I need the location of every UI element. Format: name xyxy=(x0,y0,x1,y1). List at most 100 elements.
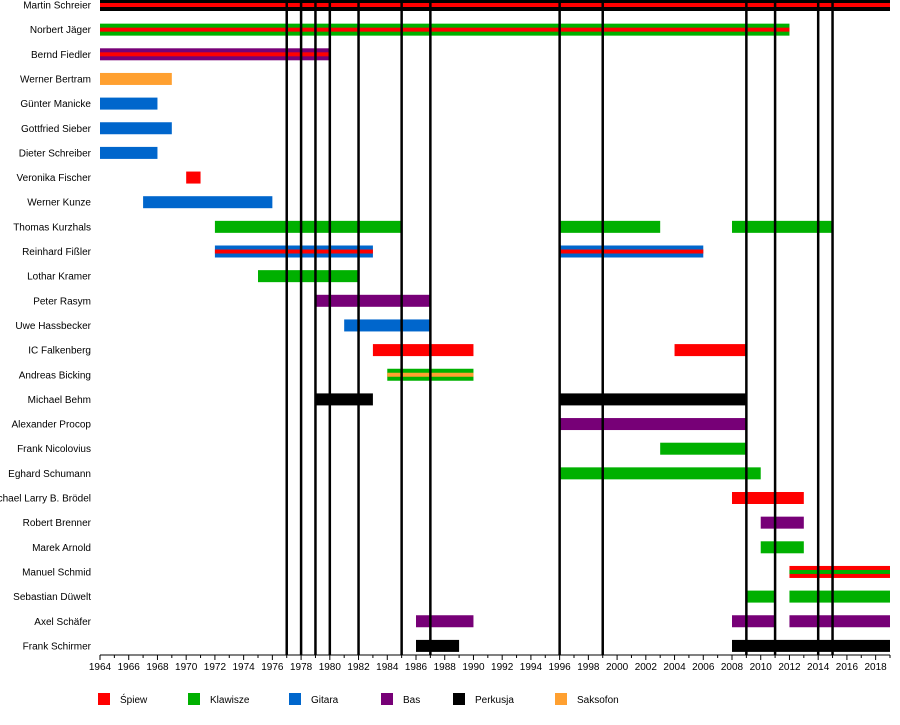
x-tick-label: 1982 xyxy=(347,662,370,673)
membership-bar xyxy=(660,442,747,455)
x-tick-label: 1992 xyxy=(491,662,514,673)
x-tick-label: 2018 xyxy=(865,662,888,673)
membership-bar xyxy=(789,590,890,603)
x-tick-label: 1984 xyxy=(376,662,399,673)
membership-bar-stripe xyxy=(559,249,704,254)
membership-bar xyxy=(100,146,158,159)
x-tick-label: 1974 xyxy=(233,662,256,673)
member-label: Michael Behm xyxy=(28,395,91,406)
membership-bar xyxy=(344,319,431,332)
member-labels: Martin Schreier Norbert Jäger Bernd Fiedle… xyxy=(0,1,92,653)
membership-bar-stripe xyxy=(100,52,330,57)
x-tick-label: 2010 xyxy=(750,662,773,673)
legend-swatch-bas xyxy=(381,693,393,705)
member-label: Gottfried Sieber xyxy=(21,124,92,135)
x-tick-label: 1978 xyxy=(290,662,313,673)
membership-bar xyxy=(372,344,474,357)
legend-label-klawisze: Klawisze xyxy=(210,695,250,706)
x-tick-label: 1998 xyxy=(577,662,600,673)
member-label: Norbert Jäger xyxy=(30,25,92,36)
member-label: Michael Larry B. Brödel xyxy=(0,494,91,505)
x-axis: 1964 1966 1968 1970 1972 1974 1976 1978 1980 1982… xyxy=(89,654,891,673)
member-label: Reinhard Fißler xyxy=(22,247,92,258)
membership-bar xyxy=(416,639,460,652)
member-label: IC Falkenberg xyxy=(28,346,91,357)
member-label: Werner Bertram xyxy=(20,74,91,85)
member-label: Sebastian Düwelt xyxy=(13,592,91,603)
member-label: Dieter Schreiber xyxy=(19,148,92,159)
x-tick-label: 2012 xyxy=(778,662,801,673)
membership-bar xyxy=(559,418,747,431)
x-tick-label: 1994 xyxy=(520,662,543,673)
x-tick-label: 1972 xyxy=(204,662,227,673)
x-tick-label: 2004 xyxy=(663,662,686,673)
x-tick-label: 2002 xyxy=(635,662,658,673)
x-tick-label: 1980 xyxy=(319,662,342,673)
member-label: Günter Manicke xyxy=(20,99,91,110)
membership-bar xyxy=(416,615,474,628)
membership-bar xyxy=(746,590,776,603)
x-tick-label: 2014 xyxy=(807,662,830,673)
legend-label-saksofon: Saksofon xyxy=(577,695,619,706)
x-tick-label: 1968 xyxy=(146,662,169,673)
member-label: Marek Arnold xyxy=(32,543,91,554)
x-tick-label: 1976 xyxy=(261,662,284,673)
membership-bar xyxy=(559,467,761,480)
membership-bar xyxy=(789,615,890,628)
legend-swatch-saksofon xyxy=(555,693,567,705)
member-label: Frank Nicolovius xyxy=(17,444,91,455)
member-label: Martin Schreier xyxy=(23,1,91,12)
legend-label-bas: Bas xyxy=(403,695,420,706)
legend-swatch-klawisze xyxy=(188,693,200,705)
x-tick-label: 1964 xyxy=(89,662,112,673)
x-tick-label: 1990 xyxy=(462,662,485,673)
x-tick-label: 2016 xyxy=(836,662,859,673)
bars-layer xyxy=(100,0,890,652)
x-tick-label: 1966 xyxy=(118,662,141,673)
membership-bar xyxy=(760,516,804,529)
membership-bar xyxy=(559,393,747,406)
membership-bar-stripe xyxy=(214,249,373,254)
membership-bar xyxy=(732,639,890,652)
member-label: Veronika Fischer xyxy=(17,173,92,184)
member-label: Lothar Kramer xyxy=(27,272,92,283)
membership-bar xyxy=(186,171,201,184)
x-tick-label: 1996 xyxy=(549,662,572,673)
legend-swatch-perkusja xyxy=(453,693,465,705)
member-label: Eghard Schumann xyxy=(8,469,91,480)
membership-bar-stripe xyxy=(789,569,890,574)
member-label: Frank Schirmer xyxy=(23,641,92,652)
member-label: Axel Schäfer xyxy=(34,617,91,628)
member-label: Thomas Kurzhals xyxy=(13,222,91,233)
membership-bar xyxy=(674,344,747,357)
membership-bar xyxy=(258,270,359,283)
membership-bar xyxy=(315,294,431,307)
membership-bar xyxy=(559,220,661,233)
membership-bar xyxy=(732,615,776,628)
member-label: Werner Kunze xyxy=(27,198,91,209)
member-label: Robert Brenner xyxy=(23,518,92,529)
x-tick-label: 1986 xyxy=(405,662,428,673)
marker-lines-layer xyxy=(285,0,834,655)
membership-bar xyxy=(143,196,273,209)
member-label: Andreas Bicking xyxy=(19,370,91,381)
legend-label-gitara: Gitara xyxy=(311,695,339,706)
membership-bar xyxy=(214,220,402,233)
member-label: Uwe Hassbecker xyxy=(15,321,91,332)
legend-swatch-spiew xyxy=(98,693,110,705)
membership-bar xyxy=(760,541,804,554)
x-tick-label: 1970 xyxy=(175,662,198,673)
x-tick-label: 1988 xyxy=(434,662,457,673)
membership-bar xyxy=(100,122,172,135)
membership-bar xyxy=(315,393,373,406)
legend-label-spiew: Śpiew xyxy=(120,693,148,706)
membership-bar xyxy=(732,220,833,233)
legend-swatch-gitara xyxy=(289,693,301,705)
member-label: Bernd Fiedler xyxy=(31,50,92,61)
legend: Śpiew Klawisze Gitara Bas Perkusja Saksofon xyxy=(98,693,619,706)
membership-bar-stripe xyxy=(100,3,890,7)
member-label: Peter Rasym xyxy=(33,296,91,307)
membership-bar xyxy=(732,492,804,504)
member-label: Alexander Procop xyxy=(12,420,92,431)
